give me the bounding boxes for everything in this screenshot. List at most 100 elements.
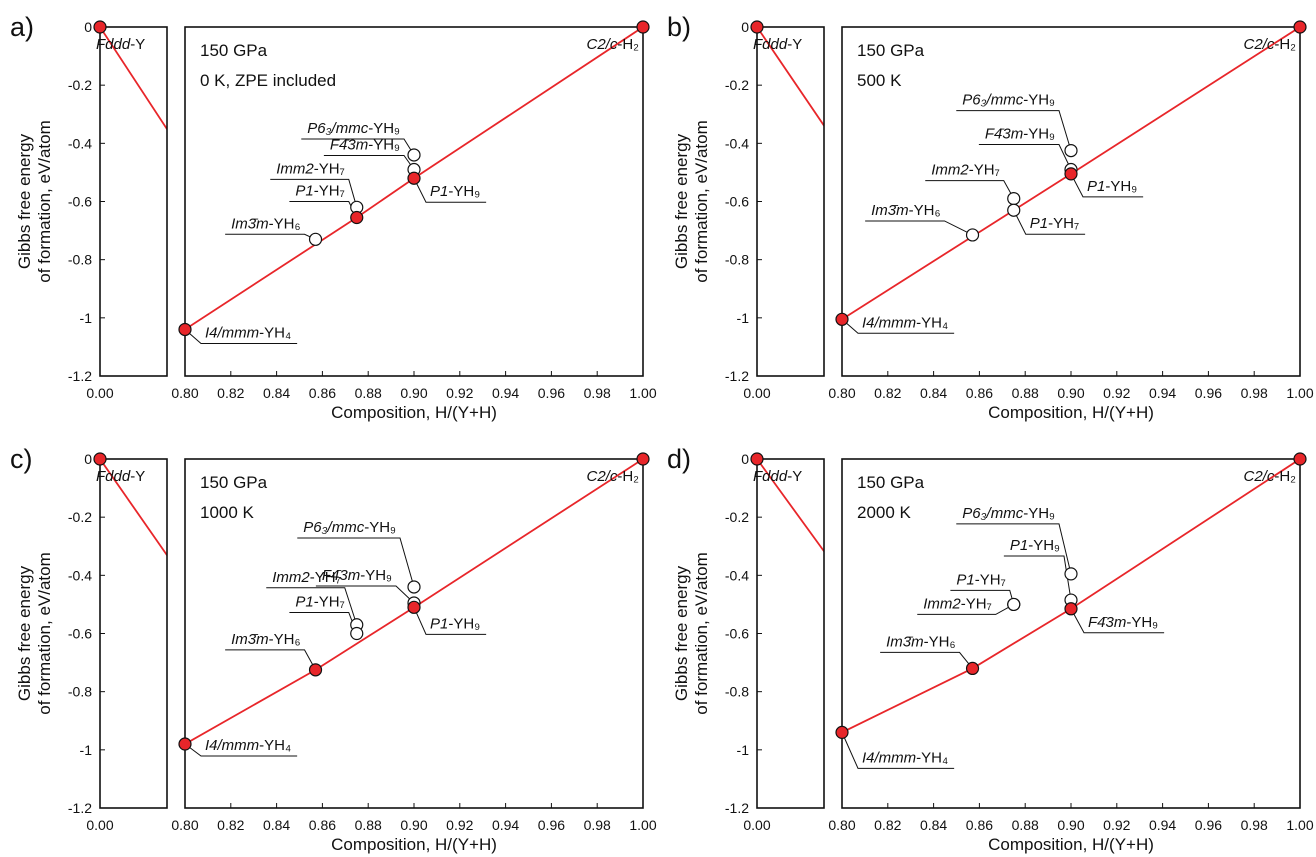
axes-frame	[841, 26, 1301, 377]
point-label: I4/mmm-YH₄	[862, 314, 948, 331]
data-point	[1064, 602, 1078, 616]
data-point	[407, 580, 421, 594]
data-point	[835, 725, 849, 739]
annotation: 150 GPa	[200, 41, 268, 60]
point-label: Imm2-YH₇	[276, 160, 345, 177]
phase: F4̄3m	[330, 137, 368, 154]
phase: C2/c	[1244, 36, 1275, 53]
x-tick-label: 0.84	[263, 385, 290, 401]
formula: -Y	[787, 468, 802, 485]
x-tick-label: 0.96	[538, 817, 565, 833]
data-point	[178, 737, 192, 751]
data-point	[1007, 597, 1021, 612]
formula: -YH₇	[975, 571, 1006, 588]
x-tick-label: 0.88	[1012, 817, 1039, 833]
formula: -YH₇	[969, 162, 1000, 179]
x-tick-label: 0.90	[400, 385, 427, 401]
leader-line	[225, 233, 316, 240]
y-axis-label: Gibbs free energy	[15, 133, 34, 269]
axes-frame	[184, 458, 644, 809]
panel-label: b)	[667, 12, 691, 42]
point-label: Fddd-Y	[96, 36, 145, 53]
axes-frame	[756, 458, 825, 809]
point-label: P1-YH₉	[430, 615, 480, 632]
phase: Im3̄m	[231, 215, 269, 232]
x-tick-label: 0.94	[492, 817, 519, 833]
formula: -Y	[130, 36, 145, 53]
y-axis-label: Gibbs free energy	[15, 565, 34, 701]
y-tick-label: -0.8	[725, 252, 749, 268]
point-label: Fddd-Y	[96, 468, 145, 485]
formula: -YH₄	[259, 737, 291, 754]
formula: -YH₆	[269, 215, 301, 232]
phase: Imm2	[931, 162, 969, 179]
phase: C2/c	[587, 468, 618, 485]
phase: I4/mmm	[862, 314, 916, 331]
formula: -YH₄	[916, 314, 948, 331]
formula: -YH₆	[924, 633, 956, 650]
x-tick-label: 0.88	[1012, 385, 1039, 401]
x-axis-label: Composition, H/(Y+H)	[988, 835, 1154, 854]
formula: -H₂	[1274, 468, 1296, 485]
x-tick-label: 0.90	[1057, 817, 1084, 833]
formula: -YH₆	[909, 202, 941, 219]
x-tick-label: 0.86	[966, 817, 993, 833]
leader-line	[184, 743, 298, 757]
x-tick-label: 0.98	[1241, 385, 1268, 401]
y-tick-label: 0	[741, 451, 749, 467]
axes-frame	[99, 458, 168, 809]
formula: -YH₉	[448, 615, 480, 632]
phase: P1	[430, 615, 448, 632]
point-label: C2/c-H₂	[1244, 468, 1297, 485]
point-label: C2/c-H₂	[587, 468, 640, 485]
formula: -YH₉	[1105, 178, 1137, 195]
data-point	[407, 171, 421, 185]
point-label: F4̄3m-YH₉	[1088, 614, 1158, 631]
phase: P6₃/mmc	[962, 505, 1023, 522]
leader-line	[315, 585, 415, 604]
phase: Fddd	[96, 468, 131, 485]
x-tick-label: 1.00	[1286, 817, 1313, 833]
phase: I4/mmm	[205, 324, 259, 341]
data-point	[1064, 567, 1078, 581]
leader-line	[413, 178, 487, 203]
data-point	[750, 452, 764, 466]
formula: -YH₉	[1023, 126, 1055, 143]
panel-label: a)	[10, 12, 34, 42]
point-label: I4/mmm-YH₄	[862, 749, 948, 766]
formula: -YH₉	[364, 519, 396, 536]
leader-line	[1070, 608, 1165, 634]
x-tick-label: 1.00	[1286, 385, 1313, 401]
formula: -YH₇	[310, 569, 341, 586]
annotation: 2000 K	[857, 503, 912, 522]
y-tick-label: -1.2	[68, 368, 92, 384]
data-point	[407, 600, 421, 614]
leader-line	[225, 649, 316, 671]
formula: -YH₉	[1126, 614, 1158, 631]
y-axis-label: Gibbs free energy	[672, 133, 691, 269]
point-label: P1-YH₉	[1010, 537, 1060, 554]
data-point	[93, 452, 107, 466]
point-label: Im3̄m-YH₆	[231, 631, 300, 648]
formula: -YH₉	[1028, 537, 1060, 554]
data-point	[350, 210, 364, 225]
point-label: C2/c-H₂	[1244, 36, 1297, 53]
point-label: Imm2-YH₇	[272, 569, 341, 586]
leader-line	[880, 651, 973, 669]
formula: -YH₇	[314, 594, 345, 611]
x-tick-label: 0.86	[309, 817, 336, 833]
x-tick-label: 0.82	[874, 817, 901, 833]
panel-label: d)	[667, 444, 691, 474]
phase: F4̄3m	[985, 126, 1023, 143]
y-tick-label: 0	[84, 19, 92, 35]
annotation: 150 GPa	[857, 41, 925, 60]
point-label: C2/c-H₂	[587, 36, 640, 53]
phase: Fddd	[753, 468, 788, 485]
leader-line	[925, 180, 1015, 199]
y-tick-label: -1.2	[68, 800, 92, 816]
y-axis-label: of formation, eV/atom	[692, 120, 711, 283]
y-tick-label: -0.4	[725, 567, 749, 583]
x-tick-label: 0.98	[584, 385, 611, 401]
labels: Fddd-YI4/mmm-YH₄Im3̄m-YH₆Imm2-YH₇P1-YH₇P…	[96, 36, 640, 344]
labels: Fddd-YI4/mmm-YH₄Im3̄m-YH₆Imm2-YH₇P1-YH₇P…	[753, 468, 1297, 769]
